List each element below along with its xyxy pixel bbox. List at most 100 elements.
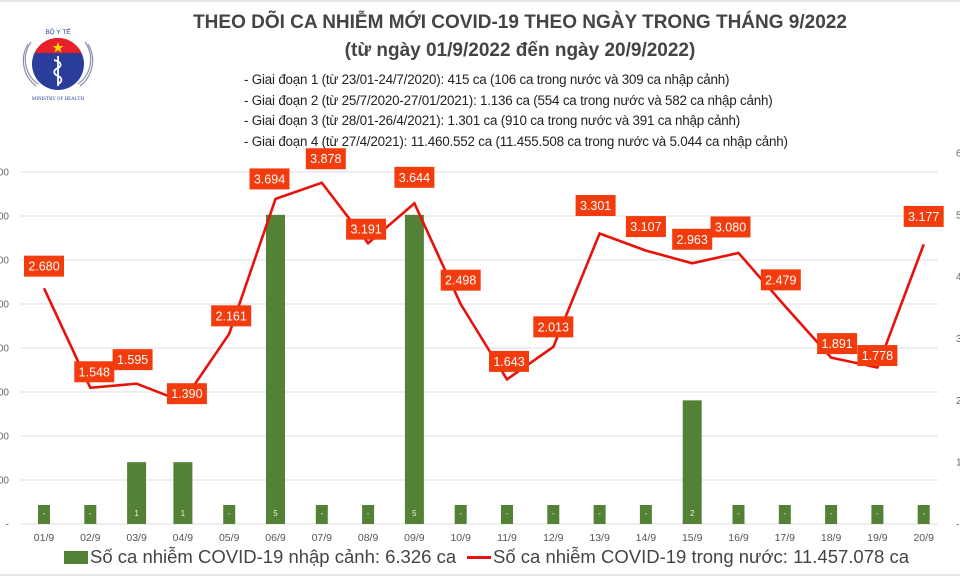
bar-data-label: - xyxy=(737,509,740,518)
line-data-label: 2.498 xyxy=(445,274,476,288)
legend-item-line: Số ca nhiễm COVID-19 trong nước: 11.457.… xyxy=(467,546,909,568)
bar-data-label: - xyxy=(922,509,925,518)
x-axis-tick-label: 01/9 xyxy=(34,532,55,544)
right-axis-tick-label: 5 xyxy=(956,210,960,221)
line-data-label-bg xyxy=(625,216,666,238)
bar xyxy=(682,400,702,524)
laurel-icon xyxy=(22,41,94,87)
right-axis-tick-label: - xyxy=(956,520,959,531)
x-axis-tick-label: 15/9 xyxy=(682,532,703,544)
x-axis-tick-label: 09/9 xyxy=(404,532,425,544)
line-data-label-bg xyxy=(346,218,387,240)
left-axis-tick-label: 4.000 xyxy=(0,168,9,179)
line-data-label: 3.878 xyxy=(310,152,341,166)
bar xyxy=(501,505,513,524)
line-data-label: 1.891 xyxy=(821,337,852,351)
left-axis-tick-label: 3.500 xyxy=(0,212,9,223)
line-data-label-bg xyxy=(394,166,435,188)
bottom-border xyxy=(0,574,960,576)
left-axis: - 500 1.000 1.500 2.000 2.500 3.000 3.500 4.000 xyxy=(0,168,9,531)
bar xyxy=(639,505,652,524)
x-axis-tick-label: 16/9 xyxy=(728,532,749,544)
caduceus-icon xyxy=(53,56,63,86)
bar xyxy=(454,505,467,524)
line-data-label: 1.643 xyxy=(493,355,524,369)
left-axis-tick-label: 2.500 xyxy=(0,300,9,311)
line-data-label: 3.301 xyxy=(580,199,611,213)
bar-data-label: - xyxy=(320,509,323,518)
bar-data-label: 5 xyxy=(273,509,278,518)
bar xyxy=(315,505,328,524)
right-axis: - 1 2 3 4 5 6 xyxy=(956,149,960,531)
left-axis-tick-label: 500 xyxy=(0,476,9,487)
line-data-label: 2.680 xyxy=(28,260,59,274)
line-data-label: 2.013 xyxy=(538,320,569,334)
x-axis-tick-label: 19/9 xyxy=(867,532,888,544)
logo-top-text: BỘ Y TẾ xyxy=(45,26,71,36)
line-data-label: 3.107 xyxy=(630,220,661,234)
line-data-labels: 2.680 1.548 1.595 1.390 2.161 3.694 3.878 3.191… xyxy=(24,148,944,405)
x-axis-tick-label: 04/9 xyxy=(173,532,194,544)
x-axis-tick-label: 03/9 xyxy=(126,532,147,544)
line-data-label-bg xyxy=(74,361,115,383)
bar-data-label: - xyxy=(830,509,833,518)
bar-data-label: - xyxy=(552,509,555,518)
gridlines xyxy=(20,171,938,525)
legend-swatch-line xyxy=(467,555,491,559)
logo-bottom-text: MINISTRY OF HEALTH xyxy=(32,97,85,102)
legend-label-line: Số ca nhiễm COVID-19 trong nước: 11.457.… xyxy=(493,546,909,567)
line-data-label: 1.548 xyxy=(79,365,110,379)
stage-note: - Giai đoạn 3 (từ 28/01-26/4/2021): 1.30… xyxy=(244,113,741,129)
right-axis-tick-label: 6 xyxy=(956,149,960,160)
bar-data-label: - xyxy=(783,509,786,518)
x-axis-tick-label: 20/9 xyxy=(913,532,934,544)
bar-data-label: 5 xyxy=(412,509,417,518)
line-data-label-bg xyxy=(817,333,858,355)
bar xyxy=(84,505,97,524)
line-data-label-bg xyxy=(903,205,944,227)
bar-data-label: 1 xyxy=(134,509,139,518)
bar-data-label: - xyxy=(89,509,92,518)
legend-swatch-bar xyxy=(64,550,88,564)
left-axis-tick-label: - xyxy=(6,520,9,531)
bar-data-label: - xyxy=(645,509,648,518)
x-axis-tick-label: 06/9 xyxy=(265,532,286,544)
line-data-label: 1.390 xyxy=(171,387,202,401)
bar xyxy=(404,214,424,525)
x-axis-tick-label: 13/9 xyxy=(589,532,610,544)
line-data-label-bg xyxy=(305,148,346,170)
line-data-label: 3.080 xyxy=(715,220,746,234)
right-axis-tick-label: 4 xyxy=(956,272,960,283)
line-data-label: 3.644 xyxy=(399,171,430,185)
left-axis-tick-label: 1.000 xyxy=(0,432,9,443)
top-border xyxy=(0,0,960,2)
bar xyxy=(593,505,606,524)
x-axis-tick-label: 14/9 xyxy=(636,532,657,544)
x-axis-tick-label: 05/9 xyxy=(219,532,240,544)
bar xyxy=(223,505,236,524)
bar-series: - - 1 1 - 5 - - 5 - - - - - 2 - - - - - xyxy=(38,214,930,525)
line-data-label-bg xyxy=(760,269,801,291)
stage-notes: - Giai đoạn 1 (từ 23/01-24/7/2020): 415 … xyxy=(244,70,788,152)
line-data-label-bg xyxy=(857,345,898,367)
legend-item-bar: Số ca nhiễm COVID-19 nhập cảnh: 6.326 ca xyxy=(64,546,456,568)
line-data-label-bg xyxy=(672,228,713,250)
bar xyxy=(917,505,930,524)
line-data-label: 3.191 xyxy=(350,223,381,237)
x-axis-tick-label: 02/9 xyxy=(80,532,101,544)
x-axis-labels: 01/9 02/9 03/9 04/9 05/9 06/9 07/9 08/9 09/9 10/9… xyxy=(34,532,934,544)
line-data-label-bg xyxy=(166,383,207,405)
legend: Số ca nhiễm COVID-19 nhập cảnh: 6.326 ca… xyxy=(0,546,960,572)
line-data-label: 3.177 xyxy=(908,210,939,224)
line-data-label-bg xyxy=(533,316,574,338)
bar xyxy=(127,462,147,524)
legend-label-bar: Số ca nhiễm COVID-19 nhập cảnh: 6.326 ca xyxy=(90,546,457,567)
line-data-label-bg xyxy=(249,168,290,190)
x-axis-tick-label: 17/9 xyxy=(775,532,796,544)
bar-data-label: - xyxy=(459,509,462,518)
x-axis-tick-label: 12/9 xyxy=(543,532,564,544)
left-axis-tick-label: 3.000 xyxy=(0,256,9,267)
line-data-label-bg xyxy=(112,349,153,371)
line-data-label: 2.963 xyxy=(677,233,708,247)
